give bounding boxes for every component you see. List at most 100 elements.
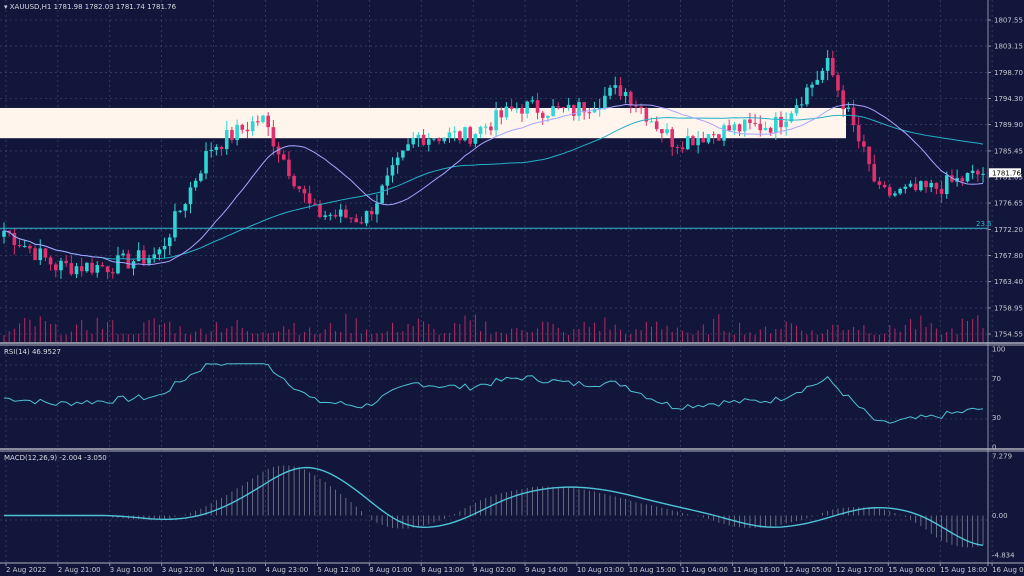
candle-body bbox=[618, 85, 623, 97]
candle-body bbox=[774, 116, 778, 133]
price-tick-label: 1798.70 bbox=[994, 69, 1023, 77]
time-tick-label: 11 Aug 16:00 bbox=[733, 566, 780, 574]
candle-body bbox=[121, 253, 125, 256]
candle-body bbox=[204, 150, 208, 174]
rsi-tick-label: 70 bbox=[992, 375, 1001, 383]
candle-body bbox=[691, 136, 695, 146]
candle-body bbox=[701, 138, 706, 143]
price-tick-label: 1767.80 bbox=[994, 252, 1023, 260]
candle-body bbox=[981, 173, 985, 175]
candle-body bbox=[711, 134, 716, 136]
price-tick-label: 1776.65 bbox=[994, 200, 1023, 208]
candle-body bbox=[38, 248, 43, 261]
candle-body bbox=[587, 112, 592, 114]
candle-body bbox=[173, 211, 177, 238]
time-tick-label: 2 Aug 21:00 bbox=[58, 566, 101, 574]
candle-body bbox=[546, 116, 550, 118]
candle-body bbox=[183, 204, 188, 211]
candle-body bbox=[779, 116, 783, 128]
candle-body bbox=[499, 110, 504, 118]
ma-fast-line bbox=[3, 103, 984, 266]
candle-body bbox=[43, 248, 48, 258]
candle-body bbox=[364, 211, 369, 224]
candle-body bbox=[359, 222, 364, 224]
candle-body bbox=[483, 126, 488, 128]
candle-body bbox=[561, 106, 566, 109]
candle-body bbox=[416, 134, 421, 138]
current-price-label: 1781.76 bbox=[992, 169, 1021, 177]
macd-tick-label: 7.279 bbox=[992, 453, 1012, 461]
time-tick-label: 8 Aug 01:00 bbox=[369, 566, 412, 574]
macd-pane: 7.279 0.00 -4.834 bbox=[4, 453, 1015, 560]
candle-body bbox=[670, 129, 675, 147]
candle-body bbox=[753, 122, 757, 124]
candle-body bbox=[944, 175, 949, 194]
candle-body bbox=[965, 172, 970, 182]
candle-body bbox=[354, 218, 359, 223]
candle-body bbox=[54, 264, 58, 271]
candle-body bbox=[862, 141, 866, 147]
candle-body bbox=[473, 134, 478, 144]
candle-body bbox=[48, 257, 53, 265]
candle-body bbox=[582, 102, 586, 113]
candle-body bbox=[59, 260, 63, 271]
candle-body bbox=[338, 209, 343, 217]
candle-body bbox=[515, 108, 519, 110]
rsi-tick-label: 0 bbox=[992, 444, 996, 452]
candle-body bbox=[90, 262, 94, 273]
candle-body bbox=[509, 106, 514, 109]
candle-body bbox=[85, 262, 89, 272]
candle-body bbox=[136, 250, 141, 262]
candle-body bbox=[893, 193, 897, 196]
candle-body bbox=[2, 230, 6, 237]
candle-body bbox=[261, 115, 265, 123]
rsi-label: RSI(14) 46.9527 bbox=[4, 348, 61, 356]
candles[interactable] bbox=[2, 50, 985, 280]
current-price-tag: 1781.76 bbox=[989, 168, 1021, 178]
candle-body bbox=[877, 181, 882, 185]
candle-body bbox=[525, 101, 529, 114]
candle-body bbox=[603, 95, 607, 108]
candle-body bbox=[732, 124, 737, 131]
candle-body bbox=[281, 154, 286, 160]
candle-body bbox=[245, 129, 250, 132]
candle-body bbox=[100, 265, 105, 267]
candle-body bbox=[69, 263, 74, 275]
price-tick-label: 1763.40 bbox=[994, 278, 1023, 286]
candle-body bbox=[287, 159, 291, 176]
time-axis: 2 Aug 2022 2 Aug 21:00 3 Aug 10:00 3 Aug 22… bbox=[5, 563, 1024, 574]
candle-body bbox=[846, 107, 851, 110]
candle-body bbox=[162, 246, 167, 250]
candle-body bbox=[805, 87, 809, 105]
macd-label: MACD(12,26,9) -2.004 -3.050 bbox=[4, 454, 107, 462]
candle-body bbox=[799, 104, 804, 106]
candle-body bbox=[209, 149, 213, 151]
candle-body bbox=[411, 137, 416, 145]
candle-body bbox=[742, 119, 747, 132]
candle-body bbox=[696, 138, 700, 146]
candle-body bbox=[110, 272, 115, 274]
candle-body bbox=[758, 123, 763, 131]
macd-tick-label: -4.834 bbox=[992, 552, 1015, 560]
candle-body bbox=[199, 173, 203, 181]
price-tick-label: 1781.05 bbox=[994, 174, 1023, 182]
candle-body bbox=[634, 105, 638, 107]
price-tick-label: 1785.45 bbox=[994, 147, 1023, 155]
candle-body bbox=[266, 115, 270, 128]
candle-body bbox=[489, 126, 493, 131]
candle-body bbox=[250, 121, 255, 132]
candle-body bbox=[685, 136, 690, 150]
candle-body bbox=[872, 164, 877, 182]
moving-averages bbox=[3, 103, 984, 266]
candle-body bbox=[349, 217, 353, 219]
candle-body bbox=[794, 105, 799, 114]
candle-body bbox=[333, 214, 338, 217]
candle-body bbox=[390, 165, 395, 176]
fib-level-label: 23.6 bbox=[976, 220, 992, 228]
chart-header: ▾ XAUUSD,H1 1781.98 1782.03 1781.74 1781… bbox=[4, 3, 177, 11]
candle-body bbox=[556, 106, 561, 108]
time-tick-label: 12 Aug 05:00 bbox=[785, 566, 832, 574]
candle-body bbox=[520, 108, 524, 114]
candle-body bbox=[613, 85, 618, 88]
